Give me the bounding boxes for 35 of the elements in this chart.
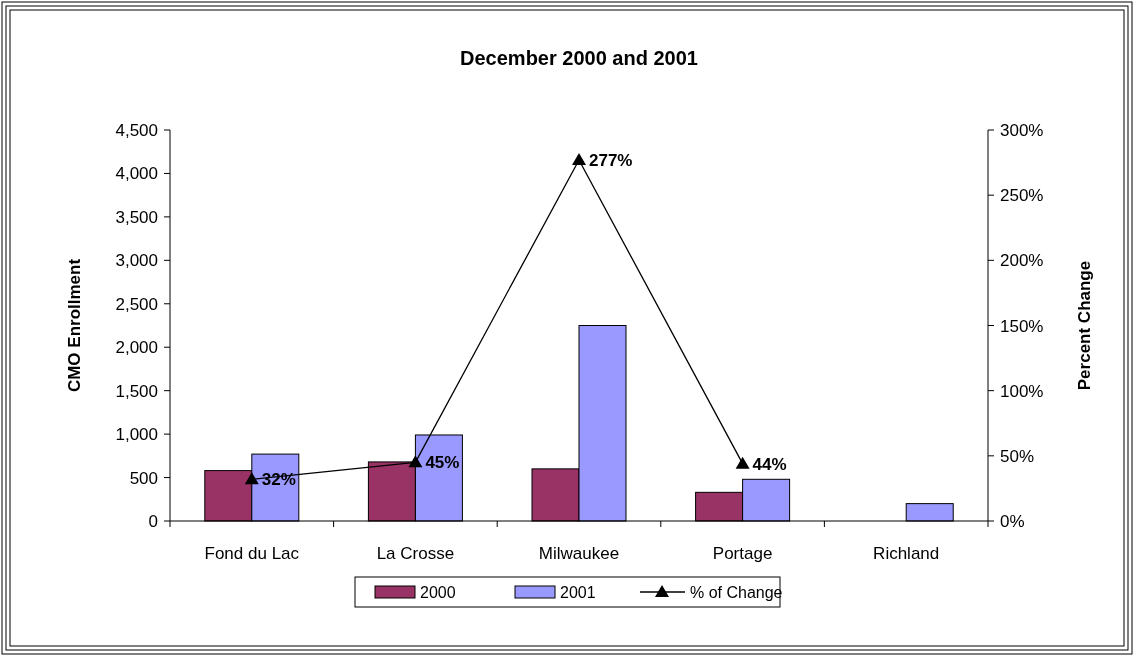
y-tick-label: 3,000 xyxy=(115,251,158,271)
x-tick-label: Richland xyxy=(873,544,940,563)
legend-label: 2000 xyxy=(420,584,456,601)
y-tick-label: 3,500 xyxy=(115,207,158,227)
y-axis-title: CMO Enrollment xyxy=(65,258,84,393)
y-tick-label: 0 xyxy=(148,512,158,531)
point xyxy=(735,456,750,469)
y-tick-label: 4,000 xyxy=(115,164,158,184)
y2-tick-label: 0% xyxy=(1000,512,1025,531)
data-label: 277% xyxy=(589,150,633,170)
point xyxy=(244,472,259,485)
chart-title: December 2000 and 2001 xyxy=(460,47,698,69)
x-tick-label: Fond du Lac xyxy=(204,544,300,563)
y-tick-label: 500 xyxy=(129,468,158,488)
y2-tick-label: 200% xyxy=(1000,251,1044,271)
y2-axis-title: Percent Change xyxy=(1075,260,1094,391)
legend-label: 2001 xyxy=(560,584,596,601)
x-tick-label: Milwaukee xyxy=(538,544,620,563)
y2-tick-label: 100% xyxy=(1000,381,1044,401)
legend-label: % of Change xyxy=(690,584,783,601)
y2-tick-label: 300% xyxy=(1000,121,1044,140)
y-tick-label: 1,500 xyxy=(115,381,158,401)
y2-tick-label: 50% xyxy=(1000,446,1035,466)
data-label: 45% xyxy=(425,453,460,473)
x-tick-label: La Crosse xyxy=(376,544,455,563)
data-label: 44% xyxy=(752,454,787,474)
y-tick-label: 4,500 xyxy=(115,121,158,140)
y-tick-label: 2,000 xyxy=(115,338,158,358)
x-tick-label: Portage xyxy=(712,544,773,563)
y2-tick-label: 250% xyxy=(1000,186,1044,206)
y-tick-label: 1,000 xyxy=(115,425,158,445)
y2-tick-label: 150% xyxy=(1000,316,1044,336)
y-tick-label: 2,500 xyxy=(115,294,158,314)
point xyxy=(572,152,586,165)
point xyxy=(408,455,423,468)
